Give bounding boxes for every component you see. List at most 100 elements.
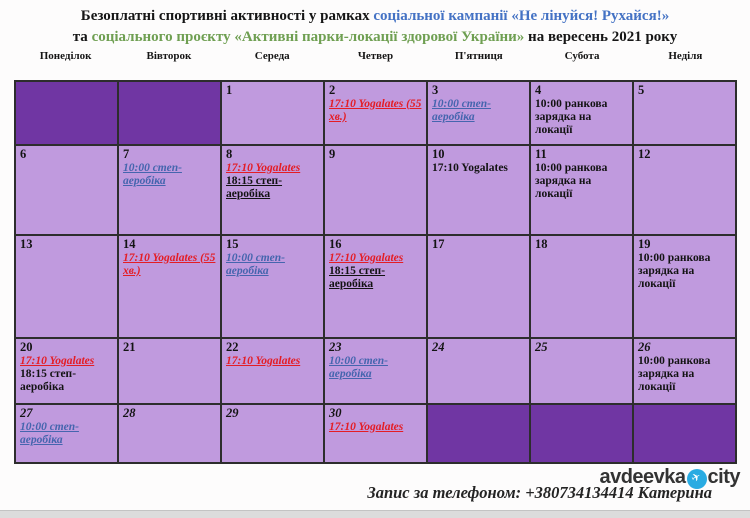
calendar-cell: 3 10:00 степ-аеробіка (428, 82, 529, 144)
activity-entry: 10:00 ранкова зарядка на локації (535, 161, 608, 201)
day-number: 14 (123, 237, 136, 251)
calendar-cell: 2 17:10 Yogalates (55 хв.) (325, 82, 426, 144)
day-number: 17 (432, 237, 445, 251)
activity-entry: 10:00 ранкова зарядка на локації (638, 251, 711, 291)
title-line2-project: соціального проєкту «Активні парки-локац… (91, 29, 525, 45)
empty-calendar-cell (531, 405, 632, 462)
title-line-1: Безоплатні спортивні активності у рамках… (0, 6, 750, 27)
activity-entry: 17:10 Yogalates (55 хв.) (329, 97, 422, 123)
day-number: 6 (20, 147, 27, 161)
calendar-cell: 29 (222, 405, 323, 462)
weekday-label: Понеділок (39, 50, 92, 62)
weekday-label: Неділя (668, 50, 703, 62)
day-number: 30 (329, 406, 342, 420)
day-number: 5 (638, 83, 645, 97)
activity-entry: 17:10 Yogalates (226, 354, 301, 367)
calendar-cell: 30 17:10 Yogalates (325, 405, 426, 462)
avdeevka-city-logo: avdeevka ✈ city (599, 466, 741, 489)
calendar-cell: 7 10:00 степ-аеробіка (119, 146, 220, 234)
day-number: 10 (432, 147, 445, 161)
calendar-cell: 19 10:00 ранкова зарядка на локації (634, 236, 735, 337)
bottom-gray-strip (0, 510, 750, 518)
weekday-label: Субота (564, 50, 600, 62)
day-number: 20 (20, 340, 33, 354)
day-number: 2 (329, 83, 336, 97)
day-number: 16 (329, 237, 342, 251)
weekday-label: Четвер (357, 50, 394, 62)
weekday-row: Понеділок Вівторок Середа Четвер П'ятниця Суб… (14, 50, 737, 62)
calendar-cell: 4 10:00 ранкова зарядка на локації (531, 82, 632, 144)
day-number: 7 (123, 147, 130, 161)
calendar-cell: 1 (222, 82, 323, 144)
title-line1-black: Безоплатні спортивні активності у рамках (80, 8, 374, 24)
title-line1-campaign: соціальної кампанії «Не лінуйся! Рухайся… (373, 8, 670, 24)
calendar-cell: 28 (119, 405, 220, 462)
calendar-cell: 12 (634, 146, 735, 234)
day-number: 21 (123, 340, 136, 354)
title-line2-black1: та (72, 29, 92, 45)
activity-entry: 18:15 степ-аеробіка (20, 367, 77, 394)
activity-entry: 17:10 Yogalates (432, 161, 508, 174)
calendar-cell: 14 17:10 Yogalates (55 хв.) (119, 236, 220, 337)
logo-text-right: city (707, 466, 741, 488)
empty-calendar-cell (634, 405, 735, 462)
calendar-cell: 8 17:10 Yogalates 18:15 степ-аеробіка (222, 146, 323, 234)
activity-entry: 17:10 Yogalates (329, 420, 404, 433)
day-number: 26 (638, 340, 651, 354)
weekday-label: П'ятниця (454, 50, 503, 62)
weekday-label: Середа (254, 50, 290, 62)
day-number: 11 (535, 147, 547, 161)
activity-entry: 10:00 ранкова зарядка на локації (535, 97, 608, 137)
day-number: 9 (329, 147, 336, 161)
day-number: 4 (535, 83, 542, 97)
calendar-cell: 20 17:10 Yogalates 18:15 степ-аеробіка (16, 339, 117, 403)
calendar-cell: 22 17:10 Yogalates (222, 339, 323, 403)
day-number: 15 (226, 237, 239, 251)
page-title: Безоплатні спортивні активності у рамках… (0, 6, 750, 48)
calendar-cell: 21 (119, 339, 220, 403)
day-number: 8 (226, 147, 233, 161)
calendar-cell: 5 (634, 82, 735, 144)
empty-calendar-cell (119, 82, 220, 144)
logo-text-left: avdeevka (599, 466, 686, 488)
title-line-2: та соціального проєкту «Активні парки-ло… (0, 27, 750, 48)
activity-entry: 10:00 степ-аеробіка (20, 420, 79, 446)
phone-registration-text: Запис за телефоном: +380734134414 Катери… (367, 483, 712, 502)
day-number: 22 (226, 340, 239, 354)
activity-entry: 18:15 степ-аеробіка (329, 264, 386, 291)
empty-calendar-cell (428, 405, 529, 462)
activity-entry: 17:10 Yogalates (20, 354, 95, 367)
calendar-cell: 27 10:00 степ-аеробіка (16, 405, 117, 462)
day-number: 3 (432, 83, 439, 97)
activity-entry: 10:00 ранкова зарядка на локації (638, 354, 711, 394)
calendar-cell: 26 10:00 ранкова зарядка на локації (634, 339, 735, 403)
calendar-cell: 17 (428, 236, 529, 337)
empty-calendar-cell (16, 82, 117, 144)
activity-entry: 10:00 степ-аеробіка (123, 161, 182, 187)
activity-entry: 17:10 Yogalates (329, 251, 404, 264)
calendar-cell: 23 10:00 степ-аеробіка (325, 339, 426, 403)
day-number: 23 (329, 340, 342, 354)
day-number: 13 (20, 237, 33, 251)
activity-entry: 10:00 степ-аеробіка (432, 97, 491, 123)
calendar-cell: 24 (428, 339, 529, 403)
day-number: 19 (638, 237, 651, 251)
calendar-cell: 16 17:10 Yogalates 18:15 степ-аеробіка (325, 236, 426, 337)
calendar-cell: 9 (325, 146, 426, 234)
calendar-cell: 10 17:10 Yogalates (428, 146, 529, 234)
day-number: 28 (123, 406, 136, 420)
activity-entry: 17:10 Yogalates (55 хв.) (123, 251, 216, 277)
calendar-grid: 1 2 17:10 Yogalates (55 хв.) 3 10:00 степ-ае… (14, 80, 737, 464)
day-number: 1 (226, 83, 233, 97)
day-number: 24 (432, 340, 445, 354)
calendar-cell: 25 (531, 339, 632, 403)
activity-entry: 10:00 степ-аеробіка (226, 251, 285, 277)
calendar-cell: 15 10:00 степ-аеробіка (222, 236, 323, 337)
calendar-cell: 6 (16, 146, 117, 234)
day-number: 27 (20, 406, 33, 420)
day-number: 29 (226, 406, 239, 420)
title-line2-month: на вересень 2021 року (524, 29, 678, 45)
day-number: 25 (535, 340, 548, 354)
weekday-label: Вівторок (146, 50, 192, 62)
day-number: 18 (535, 237, 548, 251)
